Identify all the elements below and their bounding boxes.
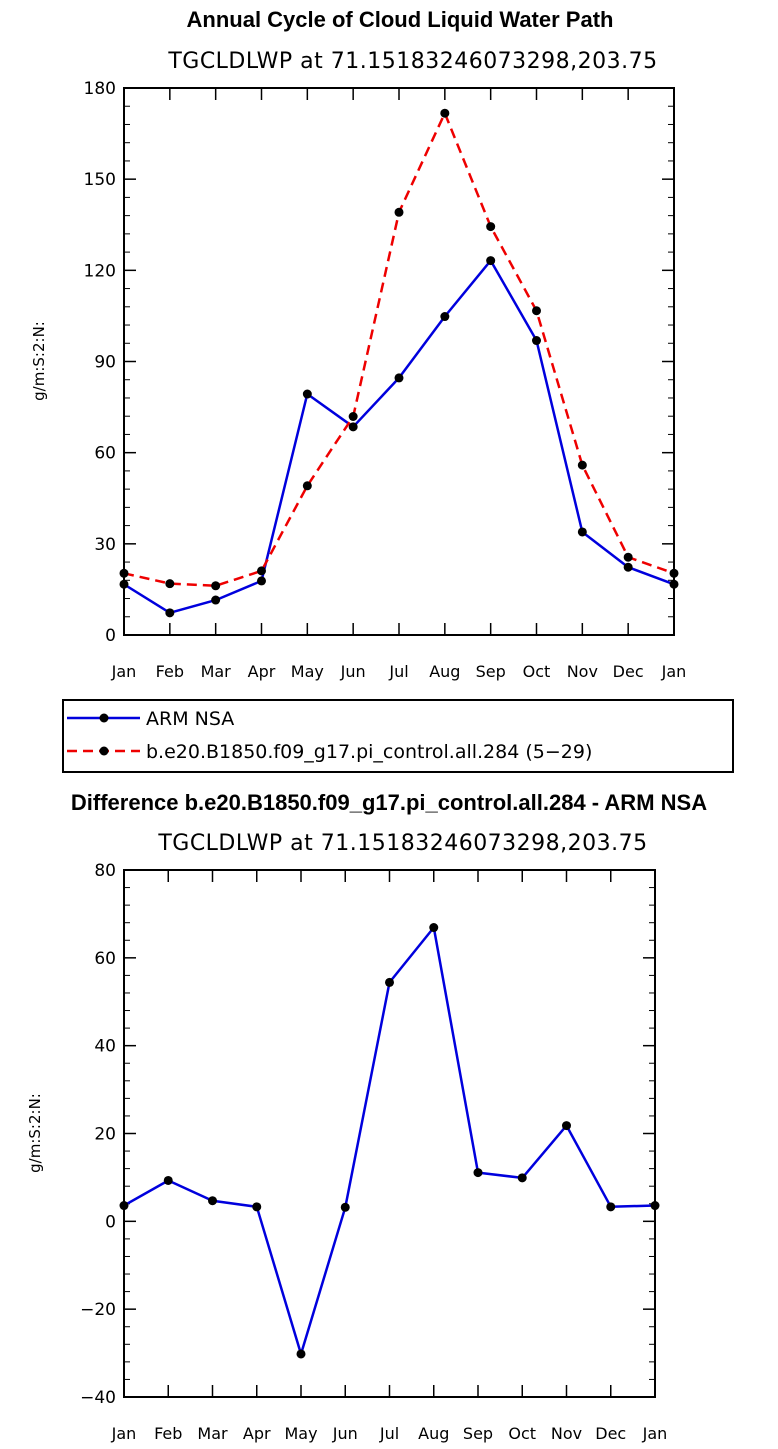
chart1-ytick-label: 60 bbox=[94, 444, 116, 464]
chart1-xtick-label: Sep bbox=[476, 662, 506, 681]
chart1-series-0-point bbox=[532, 336, 541, 346]
chart2-ylabel: g/m:S:2:N: bbox=[26, 1093, 44, 1173]
legend: ARM NSA b.e20.B1850.f09_g17.pi_control.a… bbox=[62, 699, 734, 773]
chart2-ytick-label: 80 bbox=[94, 861, 116, 881]
chart2-ytick-label: −40 bbox=[80, 1388, 116, 1408]
chart1-ytick-label: 0 bbox=[105, 626, 116, 646]
chart1-series-0-point bbox=[211, 595, 221, 605]
chart1-series-1-point bbox=[211, 581, 221, 591]
chart2-series-0-point bbox=[208, 1196, 217, 1206]
chart2-xtick-label: Jul bbox=[379, 1424, 399, 1443]
chart1-xtick-label: Aug bbox=[429, 662, 460, 681]
chart1-series-0-point bbox=[165, 608, 175, 618]
chart1-title: Annual Cycle of Cloud Liquid Water Path bbox=[187, 7, 614, 32]
chart2-subtitle: TGCLDLWP at 71.15183246073298,203.75 bbox=[157, 831, 647, 856]
chart1-series-1-point bbox=[165, 579, 175, 589]
chart1-ytick-label: 30 bbox=[94, 535, 116, 555]
chart1-xtick-label: Jun bbox=[340, 662, 366, 681]
chart1-plot-frame bbox=[123, 87, 675, 636]
chart2-ytick-label: 0 bbox=[105, 1212, 116, 1232]
chart1-ytick-label: 90 bbox=[94, 353, 116, 373]
legend-box bbox=[62, 699, 734, 773]
chart1-xtick-label: Feb bbox=[156, 662, 184, 681]
legend-marker-model bbox=[99, 746, 109, 756]
chart1-series-1-point bbox=[302, 481, 312, 491]
chart2-xtick-label: Oct bbox=[508, 1424, 536, 1443]
chart2-xtick-label: Mar bbox=[197, 1424, 228, 1443]
chart1-series-0-point bbox=[394, 373, 404, 383]
chart1-series-0-point bbox=[257, 576, 266, 586]
chart1-series-1-point bbox=[440, 108, 450, 118]
chart2-series-0-point bbox=[606, 1202, 616, 1212]
chart1-series-0-point bbox=[348, 422, 358, 432]
chart1-series-1-point bbox=[669, 568, 679, 578]
chart1-series-1-point bbox=[623, 552, 633, 562]
chart2-series-0-point bbox=[340, 1202, 350, 1212]
chart1-series-0-point bbox=[119, 579, 129, 589]
chart2-ytick-label: 20 bbox=[94, 1125, 116, 1145]
chart1-xtick-label: Jan bbox=[661, 662, 687, 681]
chart1-series-1-point bbox=[532, 306, 541, 316]
chart2-series-0-point bbox=[562, 1121, 571, 1131]
chart2-xtick-label: Aug bbox=[418, 1424, 449, 1443]
chart1-series-1-point bbox=[257, 566, 266, 576]
chart1-xtick-label: Apr bbox=[248, 662, 276, 681]
chart1-xtick-label: Jul bbox=[388, 662, 408, 681]
chart1-series-0-point bbox=[669, 579, 679, 589]
legend-marker-arm bbox=[99, 713, 109, 723]
chart2-xtick-label: Dec bbox=[595, 1424, 626, 1443]
chart2-ytick-label: 40 bbox=[94, 1037, 116, 1057]
chart2-xtick-label: Sep bbox=[463, 1424, 493, 1443]
chart1-ytick-label: 150 bbox=[84, 170, 116, 190]
chart1-series-1-point bbox=[394, 207, 404, 217]
chart1-series-line-0 bbox=[123, 259, 675, 615]
chart1-series-0-point bbox=[302, 389, 312, 399]
chart1-series-1-point bbox=[486, 222, 496, 232]
chart1-series-1-point bbox=[119, 568, 129, 578]
chart2-series-0-point bbox=[473, 1168, 483, 1178]
chart2-xtick-label: May bbox=[284, 1424, 317, 1443]
chart2-plot-frame bbox=[123, 869, 656, 1398]
chart1-xtick-label: Jan bbox=[111, 662, 137, 681]
chart2-ytick-label: 60 bbox=[94, 949, 116, 969]
chart2-xtick-label: Feb bbox=[154, 1424, 182, 1443]
chart1-subtitle: TGCLDLWP at 71.15183246073298,203.75 bbox=[167, 49, 657, 74]
chart1-ytick-label: 120 bbox=[84, 261, 116, 281]
chart2-ytick-label: −20 bbox=[80, 1300, 116, 1320]
chart2-series-0-point bbox=[429, 923, 439, 933]
chart1-series-0-point bbox=[623, 562, 633, 572]
chart2-xtick-label: Jan bbox=[111, 1424, 137, 1443]
chart2-series-0-point bbox=[163, 1175, 173, 1185]
chart1-ytick-label: 180 bbox=[84, 79, 116, 99]
chart2-xtick-label: Apr bbox=[243, 1424, 271, 1443]
chart1-xtick-label: Oct bbox=[523, 662, 551, 681]
chart2-series-0-point bbox=[650, 1201, 660, 1211]
chart2-xtick-label: Nov bbox=[551, 1424, 582, 1443]
chart2-series-line-0 bbox=[123, 926, 656, 1356]
chart1-series-0-point bbox=[440, 312, 450, 322]
chart1-series-1-point bbox=[348, 412, 358, 422]
legend-label-arm: ARM NSA bbox=[146, 708, 234, 730]
chart1-series-1-point bbox=[577, 460, 587, 470]
chart1-xtick-label: Dec bbox=[613, 662, 644, 681]
chart1-xtick-label: Mar bbox=[201, 662, 232, 681]
chart2-series-0-point bbox=[517, 1173, 527, 1183]
chart1-ylabel: g/m:S:2:N: bbox=[30, 321, 48, 401]
chart2-series-0-point bbox=[385, 977, 394, 987]
chart1-xtick-label: Nov bbox=[567, 662, 598, 681]
chart2-xtick-label: Jan bbox=[642, 1424, 668, 1443]
chart2-series-0-point bbox=[252, 1202, 262, 1212]
chart2-xtick-label: Jun bbox=[332, 1424, 358, 1443]
chart1-series-line-1 bbox=[123, 111, 675, 588]
chart1-series-0-point bbox=[577, 527, 587, 537]
chart2-title: Difference b.e20.B1850.f09_g17.pi_contro… bbox=[71, 790, 707, 815]
chart1-xtick-label: May bbox=[291, 662, 324, 681]
chart1-series-0-point bbox=[486, 256, 496, 266]
chart2-series-0-point bbox=[119, 1201, 129, 1211]
chart2-series-0-point bbox=[296, 1349, 306, 1359]
legend-label-model: b.e20.B1850.f09_g17.pi_control.all.284 (… bbox=[146, 741, 592, 763]
